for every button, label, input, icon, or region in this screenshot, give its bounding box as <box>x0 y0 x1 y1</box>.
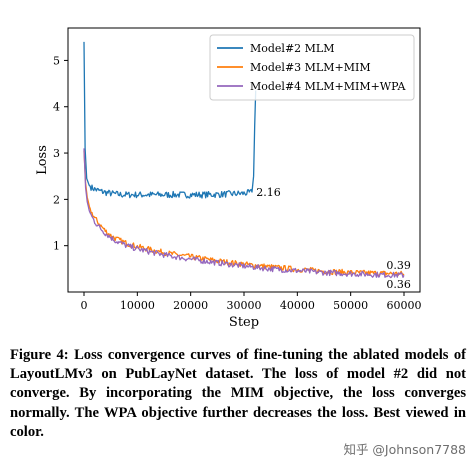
legend-label: Model#3 MLM+MIM <box>250 61 371 74</box>
loss-chart: 0 10000 20000 30000 40000 50000 60000 1 2 3 4 5 Ste… <box>35 27 422 330</box>
y-tick-label: 1 <box>53 240 60 253</box>
x-tick-label: 20000 <box>173 299 208 312</box>
x-tick-label: 40000 <box>280 299 315 312</box>
y-axis-label: Loss <box>35 145 50 175</box>
annotation-layer: 2.16 0.39 0.36 <box>256 186 411 291</box>
series-line <box>83 150 405 277</box>
y-tick-label: 4 <box>53 101 60 114</box>
x-tick-label: 30000 <box>227 299 262 312</box>
legend: Model#2 MLM Model#3 MLM+MIM Model#4 MLM+MI… <box>209 34 415 101</box>
legend-label: Model#2 MLM <box>250 42 335 55</box>
value-annotation: 2.16 <box>256 186 281 199</box>
series-line <box>83 148 405 279</box>
legend-label: Model#4 MLM+MIM+WPA <box>250 80 407 93</box>
series-layer <box>83 41 405 279</box>
x-tick-label: 50000 <box>333 299 368 312</box>
series-line <box>83 41 257 199</box>
x-tick-label: 10000 <box>120 299 155 312</box>
figure-caption: Figure 4: Loss convergence curves of fin… <box>10 347 466 440</box>
y-tick-label: 5 <box>53 54 60 67</box>
x-axis-label: Step <box>229 315 259 330</box>
watermark: 知乎 @Johnson7788 <box>343 442 466 457</box>
axes-layer: 0 10000 20000 30000 40000 50000 60000 1 2 3 4 5 <box>53 54 422 312</box>
value-annotation: 0.36 <box>386 278 411 291</box>
y-tick-label: 3 <box>53 147 60 160</box>
value-annotation: 0.39 <box>386 259 411 272</box>
y-tick-label: 2 <box>53 193 60 206</box>
x-tick-label: 0 <box>81 299 88 312</box>
legend-box <box>209 34 415 101</box>
x-tick-label: 60000 <box>387 299 422 312</box>
